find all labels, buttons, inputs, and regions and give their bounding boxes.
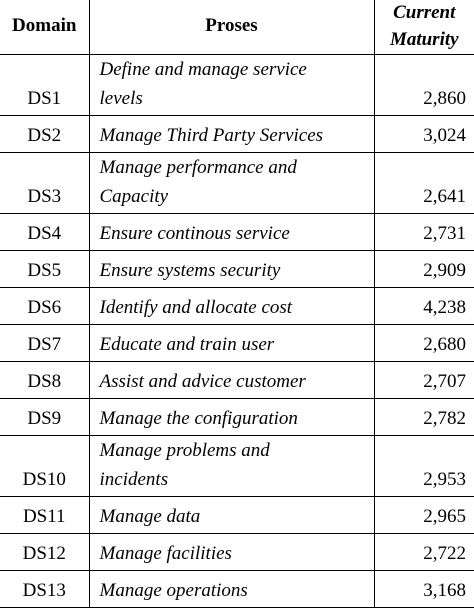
table-row: DS4 Ensure continous service 2,731 — [0, 212, 474, 251]
proses-line2: incidents — [99, 468, 169, 490]
header-current-maturity: Current Maturity — [373, 0, 474, 55]
proses-cell: Manage operations — [88, 569, 375, 608]
proses-line1: Define and manage service — [99, 58, 307, 80]
maturity-cell: 2,860 — [373, 53, 474, 116]
table-row: DS5 Ensure systems security 2,909 — [0, 249, 474, 288]
proses-cell: Manage the configuration — [88, 397, 375, 436]
proses-cell: Manage Third Party Services — [88, 114, 375, 153]
proses-cell: Ensure systems security — [88, 249, 375, 288]
maturity-cell: 2,965 — [373, 495, 474, 534]
maturity-cell: 3,168 — [373, 569, 474, 608]
proses-cell: Manage data — [88, 495, 375, 534]
proses-cell: Manage facilities — [88, 532, 375, 571]
proses-cell: Identify and allocate cost — [88, 286, 375, 325]
domain-cell: DS5 — [0, 249, 90, 288]
proses-cell: Assist and advice customer — [88, 360, 375, 399]
table-row: DS11 Manage data 2,965 — [0, 495, 474, 534]
domain-cell: DS4 — [0, 212, 90, 251]
maturity-cell: 4,238 — [373, 286, 474, 325]
table-row: DS1 Define and manage service levels 2,8… — [0, 53, 474, 116]
domain-cell: DS7 — [0, 323, 90, 362]
header-maturity-line1: Current — [393, 1, 456, 23]
maturity-cell: 2,641 — [373, 151, 474, 214]
header-row: Domain Proses Current Maturity — [0, 0, 474, 55]
domain-cell: DS11 — [0, 495, 90, 534]
table-row: DS2 Manage Third Party Services 3,024 — [0, 114, 474, 153]
proses-line1: Manage problems and — [99, 439, 270, 461]
maturity-cell: 2,731 — [373, 212, 474, 251]
proses-cell: Define and manage service levels — [88, 53, 375, 116]
proses-cell: Ensure continous service — [88, 212, 375, 251]
domain-cell: DS3 — [0, 151, 90, 214]
header-domain: Domain — [0, 0, 90, 55]
domain-cell: DS13 — [0, 569, 90, 608]
proses-line2: Capacity — [99, 185, 169, 207]
domain-cell: DS2 — [0, 114, 90, 153]
maturity-cell: 2,680 — [373, 323, 474, 362]
domain-cell: DS12 — [0, 532, 90, 571]
maturity-cell: 2,953 — [373, 434, 474, 497]
domain-cell: DS9 — [0, 397, 90, 436]
domain-cell: DS6 — [0, 286, 90, 325]
header-proses: Proses — [88, 0, 375, 55]
proses-line1: Manage performance and — [99, 156, 297, 178]
maturity-cell: 3,024 — [373, 114, 474, 153]
proses-line2: levels — [99, 87, 143, 109]
table-row: DS3 Manage performance and Capacity 2,64… — [0, 151, 474, 214]
maturity-cell: 2,722 — [373, 532, 474, 571]
maturity-cell: 2,782 — [373, 397, 474, 436]
maturity-cell: 2,909 — [373, 249, 474, 288]
table-row: DS8 Assist and advice customer 2,707 — [0, 360, 474, 399]
domain-cell: DS8 — [0, 360, 90, 399]
proses-cell: Manage problems and incidents — [88, 434, 375, 497]
table-row: DS7 Educate and train user 2,680 — [0, 323, 474, 362]
table-row: DS12 Manage facilities 2,722 — [0, 532, 474, 571]
table-row: DS9 Manage the configuration 2,782 — [0, 397, 474, 436]
table-row: DS6 Identify and allocate cost 4,238 — [0, 286, 474, 325]
domain-cell: DS1 — [0, 53, 90, 116]
proses-cell: Manage performance and Capacity — [88, 151, 375, 214]
header-maturity-line2: Maturity — [389, 28, 459, 50]
proses-cell: Educate and train user — [88, 323, 375, 362]
maturity-cell: 2,707 — [373, 360, 474, 399]
domain-cell: DS10 — [0, 434, 90, 497]
table-row: DS13 Manage operations 3,168 — [0, 569, 474, 608]
table-row: DS10 Manage problems and incidents 2,953 — [0, 434, 474, 497]
